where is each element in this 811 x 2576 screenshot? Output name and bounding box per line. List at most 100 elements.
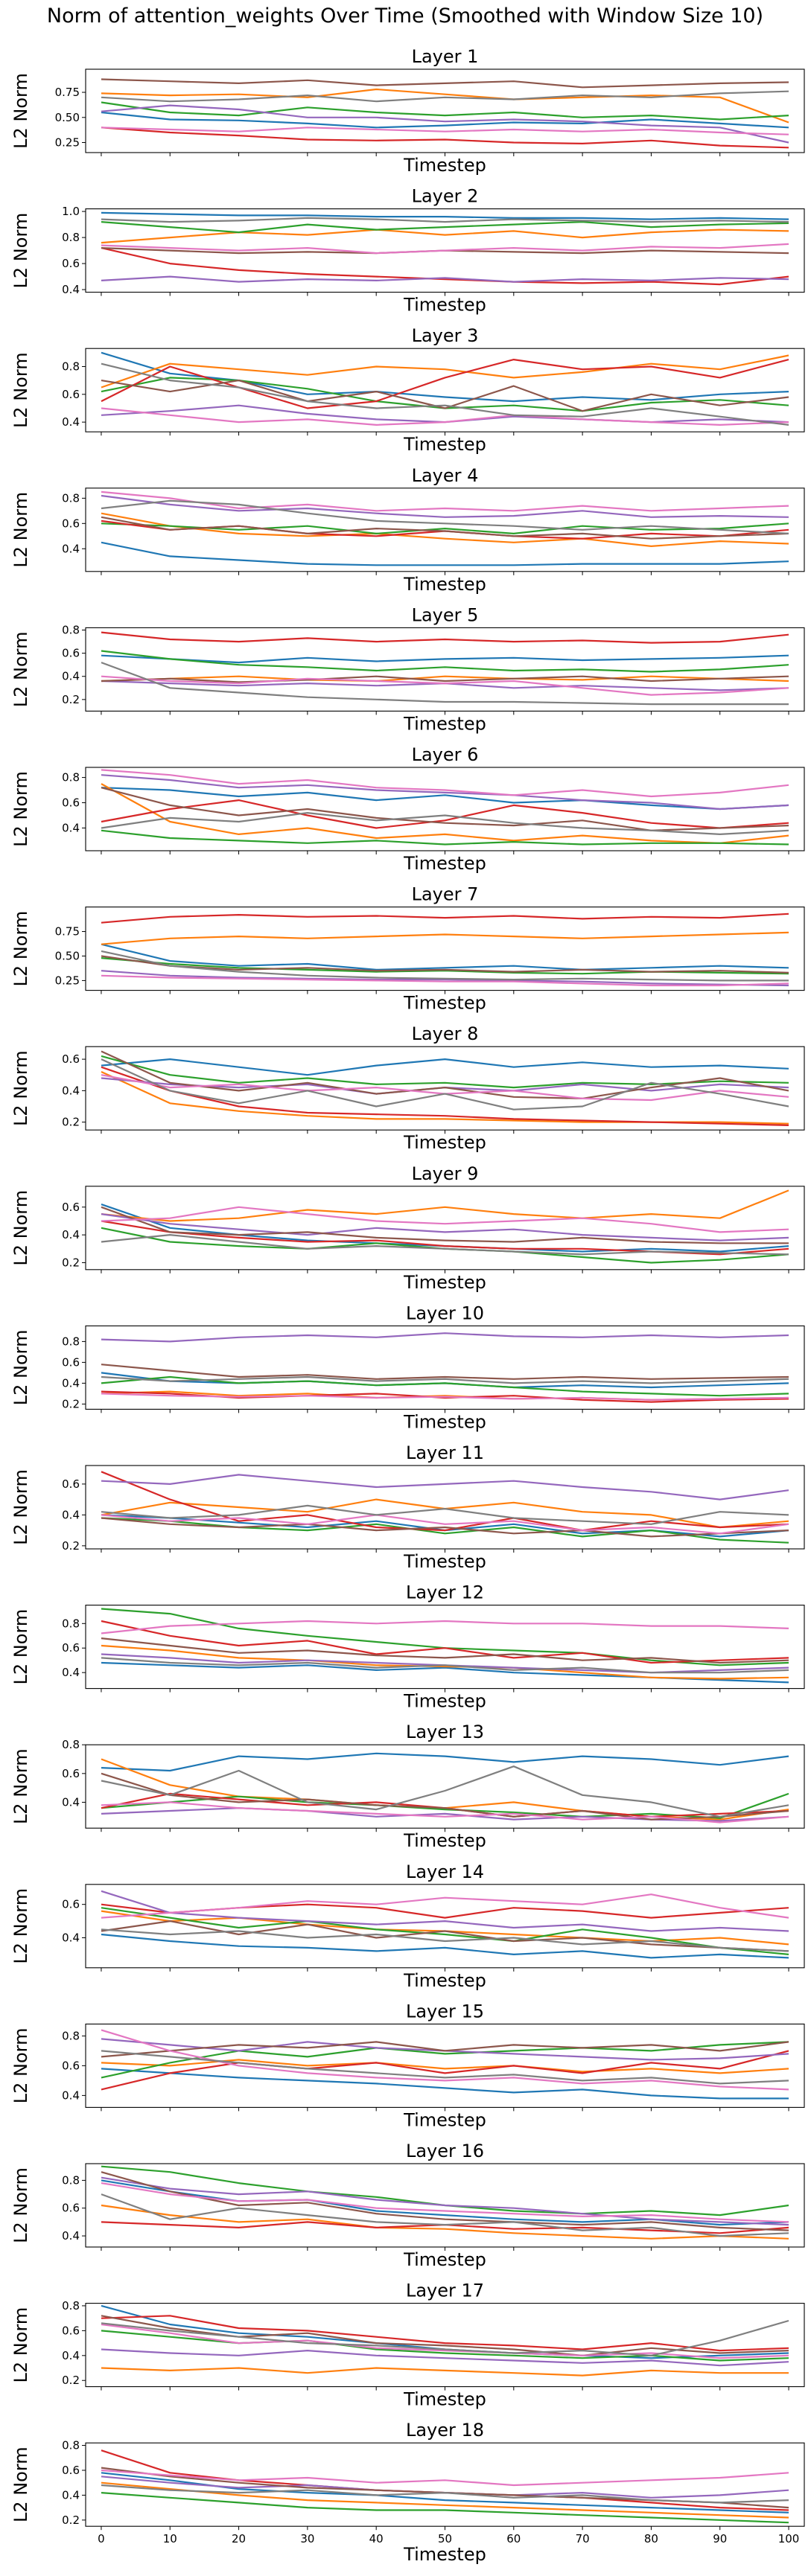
y-tick-label: 0.25 [55, 136, 80, 150]
y-tick-label: 0.75 [55, 925, 80, 939]
y-axis-label: L2 Norm [10, 1050, 31, 1126]
chart-panel-layer-14: Layer 14 0.4 0.6 Timestep L2 Norm [10, 1861, 805, 1991]
series-line-7 [101, 1801, 789, 1824]
chart-panel-layer-16: Layer 16 0.4 0.6 0.8 Timestep L2 Norm [10, 2141, 805, 2270]
y-tick-label: 0.6 [62, 1898, 80, 1911]
series-line-7 [101, 2323, 789, 2359]
series-line-3 [101, 1055, 789, 1089]
chart-panel-layer-11: Layer 11 0.2 0.4 0.6 Timestep L2 Norm [10, 1442, 805, 1572]
series-line-8 [101, 1504, 789, 1525]
series-line-5 [101, 104, 789, 144]
series-line-6 [101, 1637, 789, 1664]
x-axis-label: Timestep [403, 1551, 486, 1572]
series-line-2 [101, 675, 789, 683]
panel-title: Layer 16 [406, 2141, 484, 2161]
panel-title: Layer 13 [406, 1722, 484, 1742]
y-axis-label: L2 Norm [10, 1469, 31, 1545]
panel-title: Layer 3 [412, 325, 479, 346]
series-line-1 [101, 787, 789, 811]
y-tick-label: 0.4 [62, 1508, 80, 1521]
series-line-2 [101, 1758, 789, 1821]
series-line-6 [101, 1050, 789, 1100]
series-line-7 [101, 1620, 789, 1634]
series-line-3 [101, 221, 789, 234]
chart-panel-layer-7: Layer 7 0.25 0.50 0.75 Timestep L2 Norm [10, 884, 805, 1014]
series-line-8 [101, 1058, 789, 1110]
series-line-7 [101, 2469, 789, 2487]
series-line-2 [101, 2204, 789, 2240]
series-line-3 [101, 101, 789, 121]
series-line-5 [101, 1474, 789, 1500]
series-line-1 [101, 2179, 789, 2226]
series-line-7 [101, 127, 789, 135]
y-tick-label: 0.4 [62, 2349, 80, 2362]
series-line-6 [101, 787, 789, 831]
y-tick-label: 0.4 [62, 2088, 80, 2102]
series-line-6 [101, 1364, 789, 1380]
series-line-8 [101, 1375, 789, 1384]
series-line-6 [101, 1206, 789, 1244]
series-line-3 [101, 650, 789, 673]
x-axis-label: Timestep [403, 1132, 486, 1153]
y-tick-label: 0.6 [62, 1052, 80, 1066]
series-line-4 [101, 359, 789, 409]
series-line-2 [101, 2059, 789, 2074]
series-line-7 [101, 243, 789, 255]
y-tick-label: 0.4 [62, 670, 80, 683]
axes-frame [85, 488, 805, 572]
series-line-5 [101, 1890, 789, 1932]
axes-frame [85, 2023, 805, 2108]
series-line-8 [101, 1765, 789, 1818]
series-line-2 [101, 228, 789, 244]
y-tick-label: 0.2 [62, 693, 80, 706]
y-tick-label: 0.75 [55, 86, 80, 99]
series-line-7 [101, 2182, 789, 2223]
x-axis-label: Timestep [403, 2249, 486, 2270]
x-tick-label: 0 [98, 2532, 105, 2545]
series-line-1 [101, 1933, 789, 1959]
series-line-5 [101, 1807, 789, 1822]
y-tick-label: 0.6 [62, 388, 80, 401]
y-tick-label: 0.4 [62, 1228, 80, 1241]
series-line-8 [101, 499, 789, 534]
series-line-3 [101, 1608, 789, 1666]
y-tick-label: 1.0 [62, 205, 80, 218]
series-line-4 [101, 913, 789, 924]
series-line-1 [101, 541, 789, 566]
chart-panel-layer-1: Layer 1 0.25 0.50 0.75 Timestep L2 Norm [10, 46, 805, 176]
series-line-4 [101, 1066, 789, 1126]
series-line-1 [101, 943, 789, 971]
series-line-6 [101, 675, 789, 683]
series-line-2 [101, 783, 789, 844]
y-tick-label: 0.2 [62, 1116, 80, 1129]
panel-title: Layer 4 [412, 465, 479, 486]
panel-title: Layer 5 [412, 604, 479, 625]
axes-frame [85, 348, 805, 432]
series-line-7 [101, 1393, 789, 1401]
x-axis-label: Timestep [403, 1411, 486, 1432]
y-tick-label: 0.6 [62, 1767, 80, 1780]
series-line-3 [101, 1517, 789, 1544]
y-tick-label: 0.2 [62, 1397, 80, 1410]
series-line-5 [101, 1332, 789, 1343]
series-line-3 [101, 1907, 789, 1955]
panel-title: Layer 7 [412, 884, 479, 905]
chart-panel-layer-13: Layer 13 0.4 0.6 0.8 Timestep L2 Norm [10, 1722, 805, 1851]
x-axis-label: Timestep [403, 1691, 486, 1712]
y-tick-label: 0.6 [62, 1641, 80, 1655]
axes-frame [85, 1605, 805, 1690]
series-line-7 [101, 490, 789, 512]
y-tick-label: 0.8 [62, 2299, 80, 2313]
series-line-5 [101, 2348, 789, 2367]
y-axis-label: L2 Norm [10, 2167, 31, 2243]
y-tick-label: 0.6 [62, 1477, 80, 1491]
y-tick-label: 0.2 [62, 1256, 80, 1269]
y-axis-label: L2 Norm [10, 2028, 31, 2104]
y-tick-label: 0.4 [62, 2229, 80, 2243]
series-line-6 [101, 380, 789, 412]
y-tick-label: 0.6 [62, 517, 80, 530]
y-tick-label: 0.4 [62, 1376, 80, 1390]
y-tick-label: 0.4 [62, 1084, 80, 1097]
series-line-6 [101, 2041, 789, 2058]
